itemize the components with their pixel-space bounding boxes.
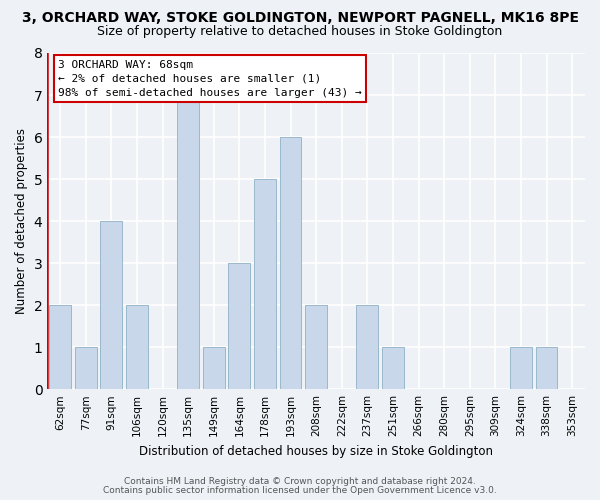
Bar xyxy=(254,179,276,389)
Bar xyxy=(536,347,557,389)
Bar xyxy=(203,347,224,389)
Text: Contains HM Land Registry data © Crown copyright and database right 2024.: Contains HM Land Registry data © Crown c… xyxy=(124,477,476,486)
Bar xyxy=(177,95,199,389)
Bar xyxy=(126,305,148,389)
Bar xyxy=(75,347,97,389)
Y-axis label: Number of detached properties: Number of detached properties xyxy=(15,128,28,314)
X-axis label: Distribution of detached houses by size in Stoke Goldington: Distribution of detached houses by size … xyxy=(139,444,493,458)
Bar xyxy=(356,305,378,389)
Bar xyxy=(280,137,301,389)
Text: Contains public sector information licensed under the Open Government Licence v3: Contains public sector information licen… xyxy=(103,486,497,495)
Bar xyxy=(305,305,327,389)
Text: 3 ORCHARD WAY: 68sqm
← 2% of detached houses are smaller (1)
98% of semi-detache: 3 ORCHARD WAY: 68sqm ← 2% of detached ho… xyxy=(58,60,362,98)
Bar xyxy=(49,305,71,389)
Bar xyxy=(100,221,122,389)
Text: Size of property relative to detached houses in Stoke Goldington: Size of property relative to detached ho… xyxy=(97,25,503,38)
Text: 3, ORCHARD WAY, STOKE GOLDINGTON, NEWPORT PAGNELL, MK16 8PE: 3, ORCHARD WAY, STOKE GOLDINGTON, NEWPOR… xyxy=(22,11,578,25)
Bar xyxy=(510,347,532,389)
Bar xyxy=(382,347,404,389)
Bar xyxy=(229,263,250,389)
